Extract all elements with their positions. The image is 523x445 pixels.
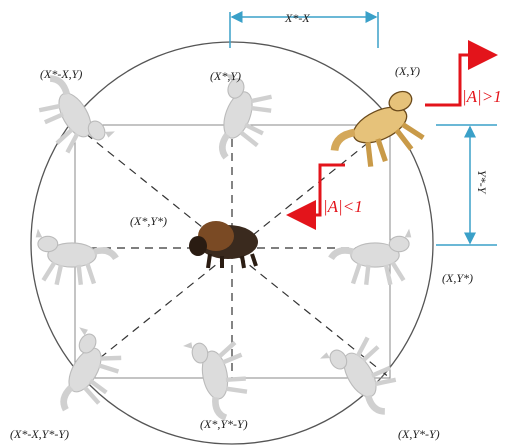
position-label: (X,Y*-Y) (398, 427, 440, 441)
dimension-lines (229, 11, 497, 246)
prey (189, 221, 258, 269)
position-label: (X*-X,Y) (40, 67, 82, 81)
wolf (40, 325, 129, 423)
wolf (183, 334, 252, 423)
condition-label: |A|>1 (462, 87, 502, 106)
position-label: (X,Y*) (442, 271, 473, 285)
position-label: (X*,Y*) (130, 214, 167, 228)
condition-label: |A|<1 (323, 197, 363, 216)
wolf (331, 229, 411, 285)
dimension-label: X*-X (284, 11, 310, 25)
position-label: (X*,Y*-Y) (200, 417, 248, 431)
alpha-wolf (330, 90, 425, 167)
wolves (27, 64, 425, 427)
position-label: (X,Y) (395, 64, 420, 78)
position-label: (X*,Y) (210, 69, 241, 83)
wolf (36, 229, 116, 285)
search-circle (30, 41, 434, 445)
wolf (198, 72, 278, 167)
dimension-label: Y*-Y (475, 170, 489, 195)
condition-arrows (286, 40, 498, 230)
position-label: (X*-X,Y*-Y) (10, 427, 69, 441)
